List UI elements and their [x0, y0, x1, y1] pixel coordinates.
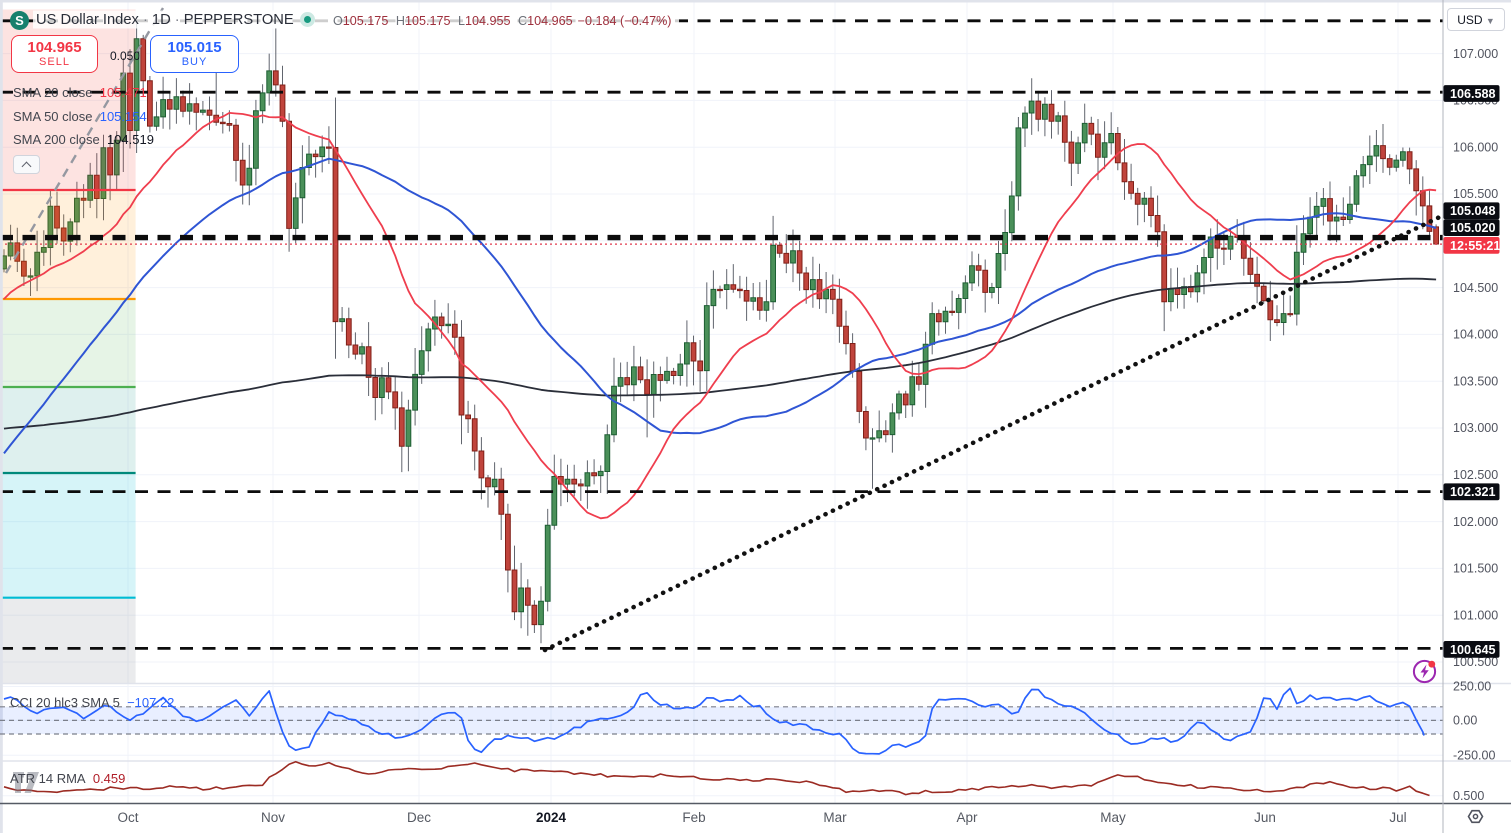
svg-text:-250.00: -250.00: [1453, 749, 1495, 763]
svg-text:100.645: 100.645: [1450, 643, 1496, 657]
svg-text:105.500: 105.500: [1453, 187, 1498, 201]
svg-text:107.000: 107.000: [1453, 47, 1498, 61]
svg-text:102.000: 102.000: [1453, 515, 1498, 529]
svg-text:Oct: Oct: [117, 810, 138, 825]
svg-text:104.500: 104.500: [1453, 281, 1498, 295]
svg-text:106.000: 106.000: [1453, 140, 1498, 154]
svg-text:103.500: 103.500: [1453, 374, 1498, 388]
svg-text:2024: 2024: [536, 810, 567, 825]
svg-text:105.020: 105.020: [1450, 221, 1496, 235]
svg-text:Jun: Jun: [1254, 810, 1276, 825]
svg-text:102.500: 102.500: [1453, 468, 1498, 482]
svg-text:Apr: Apr: [956, 810, 978, 825]
svg-text:0.500: 0.500: [1453, 789, 1484, 803]
svg-text:100.500: 100.500: [1453, 655, 1498, 669]
svg-text:106.588: 106.588: [1450, 87, 1496, 101]
svg-text:Dec: Dec: [407, 810, 431, 825]
svg-text:103.000: 103.000: [1453, 421, 1498, 435]
svg-text:250.00: 250.00: [1453, 680, 1491, 694]
svg-text:101.000: 101.000: [1453, 608, 1498, 622]
svg-text:May: May: [1100, 810, 1126, 825]
svg-text:104.000: 104.000: [1453, 328, 1498, 342]
svg-text:12:55:21: 12:55:21: [1450, 239, 1500, 253]
svg-text:102.321: 102.321: [1450, 485, 1496, 499]
svg-text:Mar: Mar: [823, 810, 847, 825]
svg-text:105.048: 105.048: [1450, 204, 1496, 218]
svg-text:Feb: Feb: [682, 810, 705, 825]
svg-text:101.500: 101.500: [1453, 562, 1498, 576]
svg-text:0.00: 0.00: [1453, 714, 1477, 728]
svg-text:Jul: Jul: [1389, 810, 1406, 825]
svg-text:Nov: Nov: [261, 810, 285, 825]
